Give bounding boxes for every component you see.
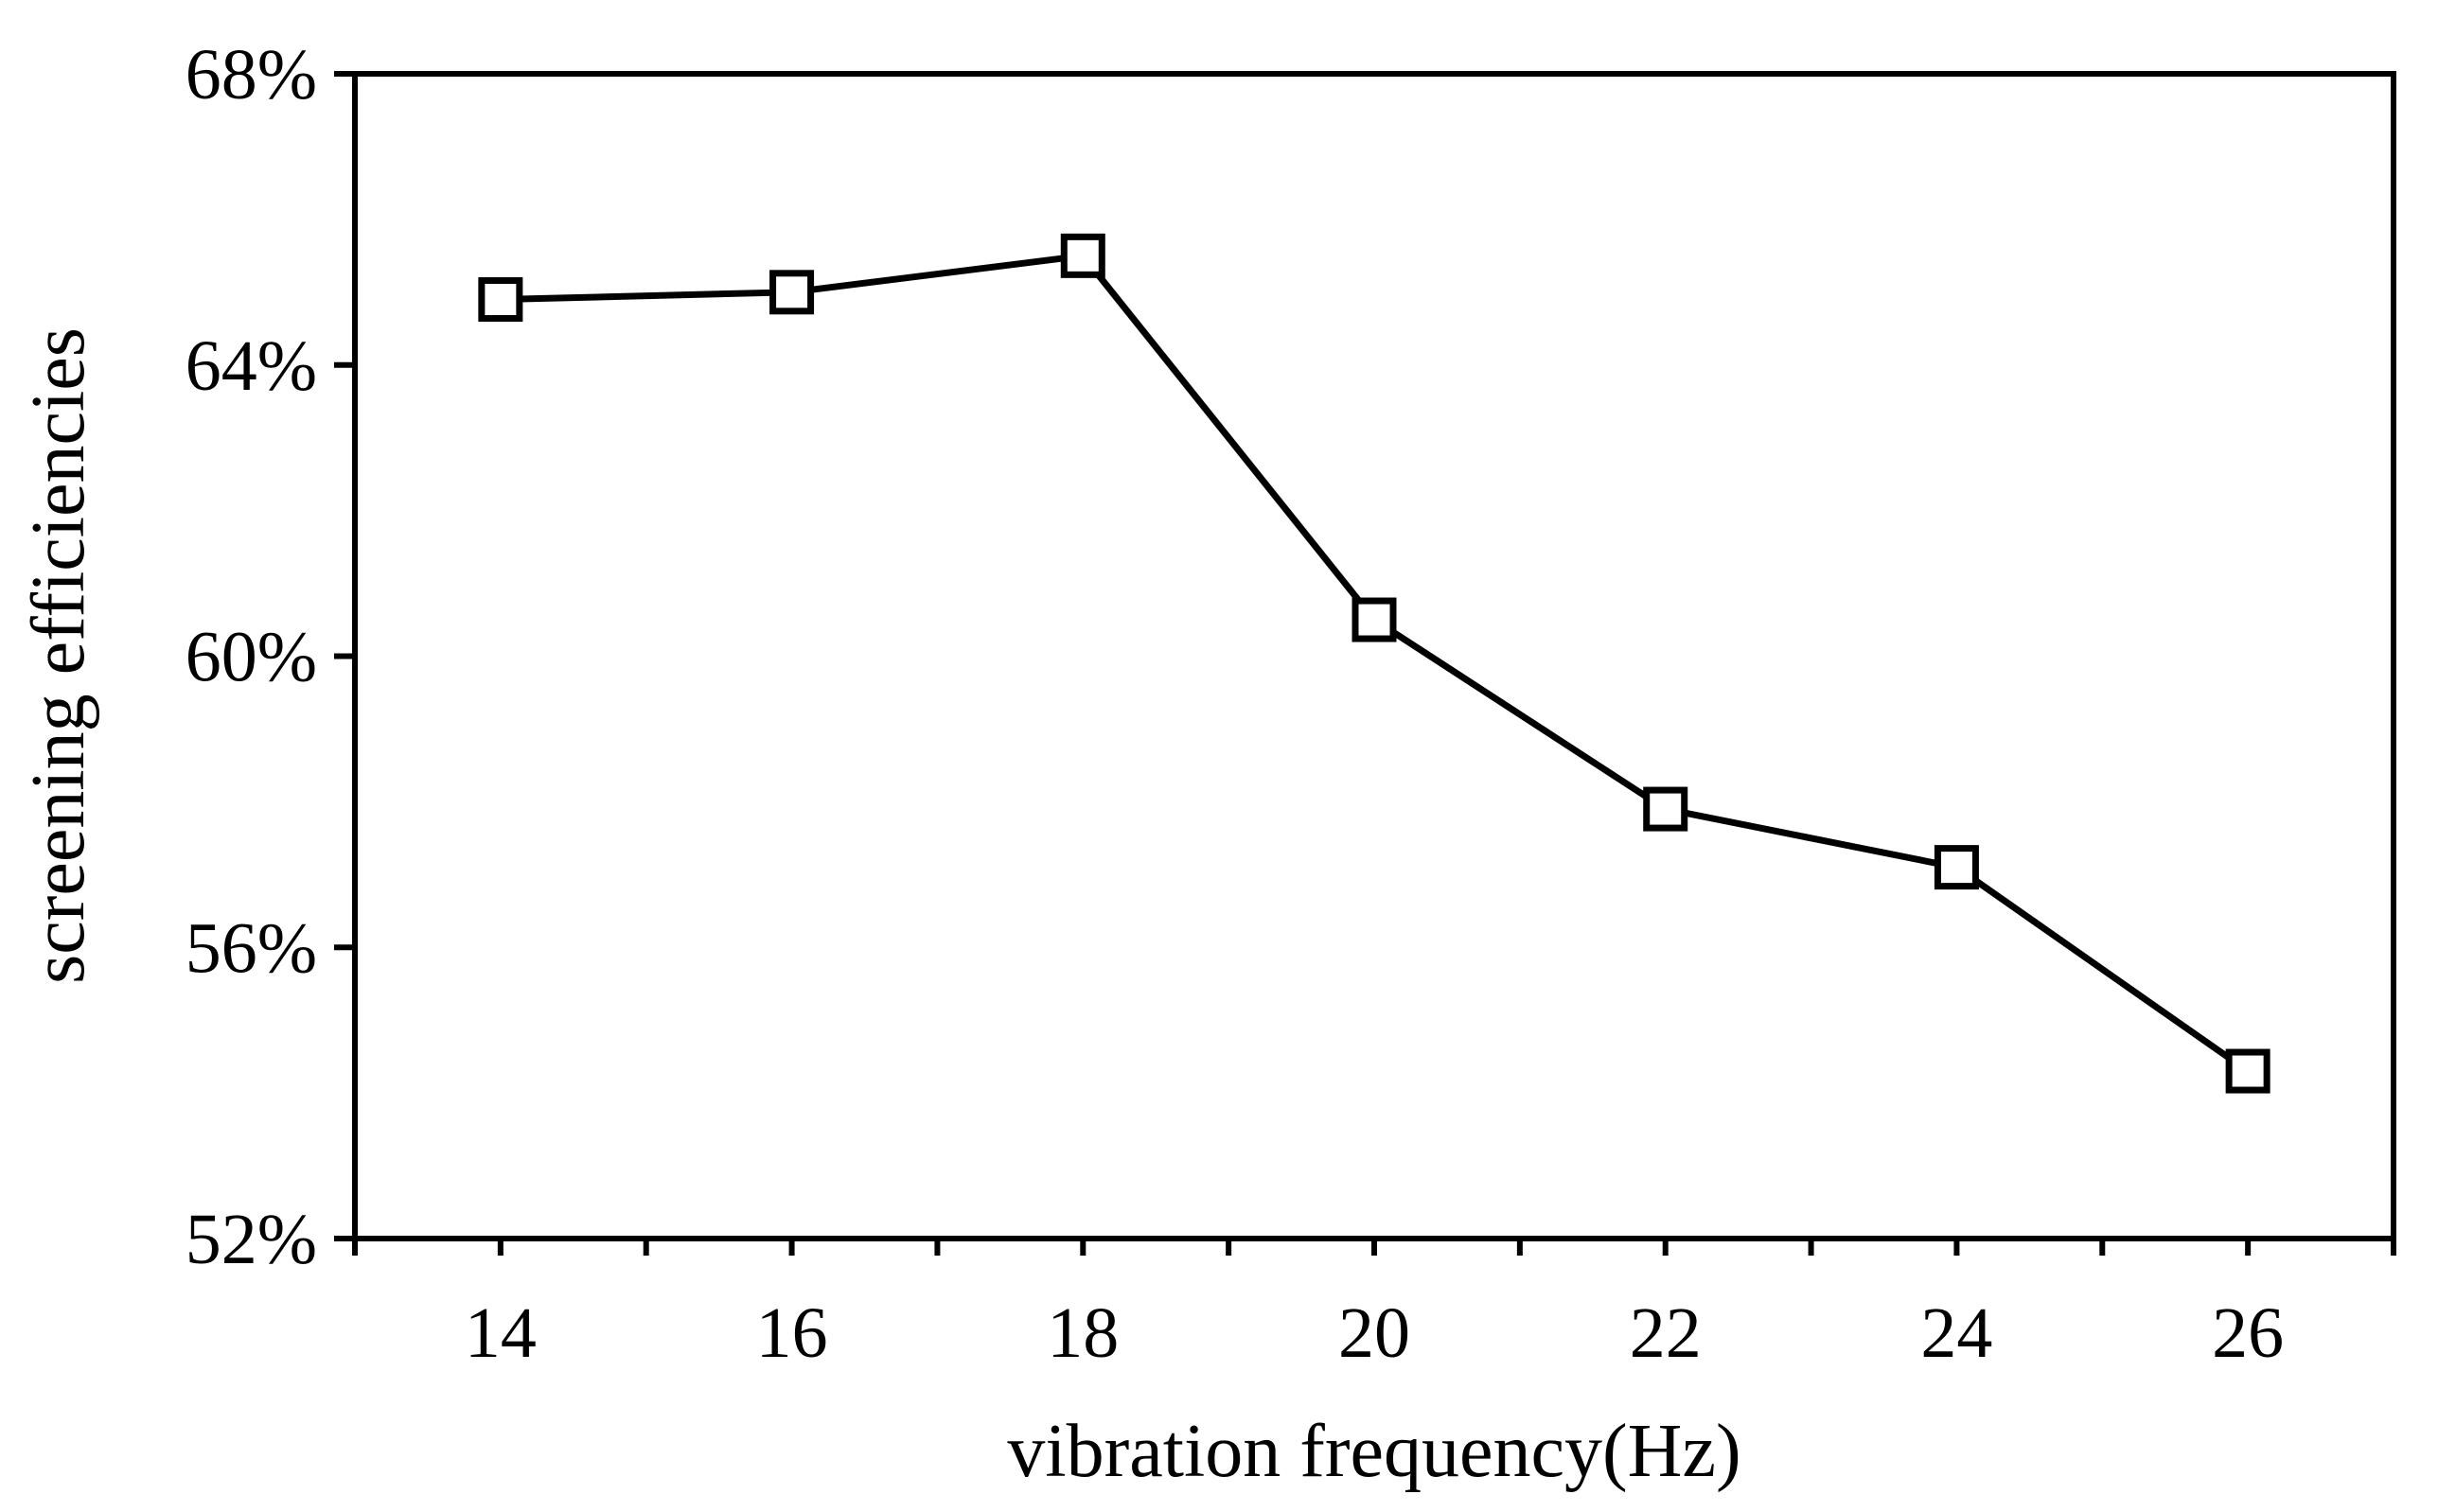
x-tick-label: 24 <box>1920 1293 1992 1373</box>
series-line <box>500 252 2251 1074</box>
y-tick-label: 52% <box>186 1200 317 1279</box>
x-axis: 14 16 18 20 22 24 26 <box>352 1239 2396 1373</box>
data-point-marker <box>2225 1048 2270 1094</box>
y-tick-label: 68% <box>186 35 317 114</box>
data-point-marker <box>1352 597 1397 642</box>
x-tick-label: 18 <box>1047 1293 1119 1373</box>
y-tick-label: 64% <box>186 326 317 406</box>
plot-frame <box>352 71 2396 1241</box>
x-tick-label: 26 <box>2212 1293 2284 1373</box>
x-tick-label: 16 <box>756 1293 828 1373</box>
series-markers <box>478 233 2270 1094</box>
x-tick-label: 14 <box>465 1293 537 1373</box>
y-axis-title: screening efficiencies <box>17 327 100 984</box>
y-axis: 52% 56% 60% 64% 68% <box>186 35 355 1279</box>
data-point-marker <box>1934 845 1979 890</box>
x-axis-title: vibration frequency(Hz) <box>1007 1410 1740 1493</box>
data-point-marker <box>769 270 815 315</box>
data-point-marker <box>478 277 523 323</box>
data-point-marker <box>1060 233 1105 278</box>
y-tick-label: 60% <box>186 618 317 697</box>
data-point-marker <box>1643 786 1688 832</box>
y-tick-label: 56% <box>186 908 317 988</box>
x-tick-label: 20 <box>1338 1293 1410 1373</box>
x-tick-label: 22 <box>1630 1293 1702 1373</box>
